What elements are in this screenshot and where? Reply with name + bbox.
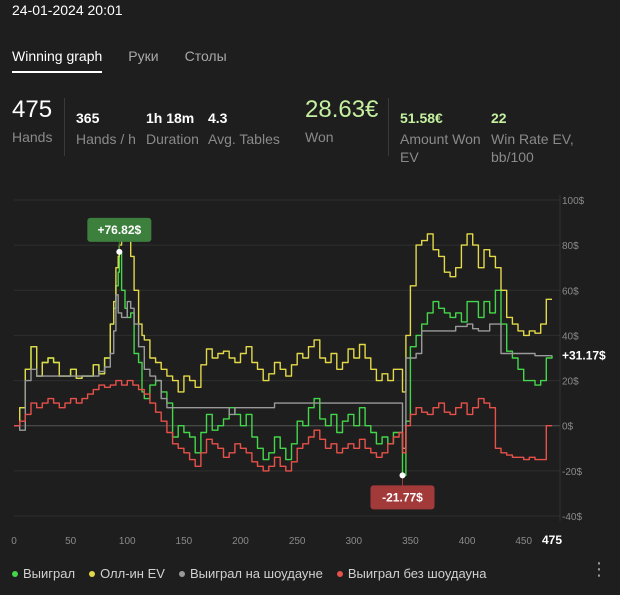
stats-panel: 475 Hands 365 Hands / h 1h 18m Duration … [0,96,620,166]
label-line: Amount Won [400,131,481,147]
stat-amount-won-ev-label: Amount Won EV [400,130,481,166]
x-tick-label: 250 [289,536,306,547]
legend-dot [89,570,96,577]
tab-winning-graph[interactable]: Winning graph [12,48,103,73]
chart-legend: Выиграл Олл-ин EV Выиграл на шоудауне Вы… [12,566,500,581]
stat-win-rate-ev: 22 Win Rate EV, bb/100 [491,110,574,166]
series-line [14,379,552,472]
y-tick-label: -40$ [562,512,582,523]
legend-item-non-showdown[interactable]: Выиграл без шоудауна [336,566,487,581]
legend-item-allin-ev[interactable]: Олл-ин EV [89,566,165,581]
label-line: Win Rate EV, [491,131,574,147]
y-tick-label: 0$ [562,422,574,433]
stat-hands-per-hour-label: Hands / h [76,131,136,147]
legend-label: Выиграл [23,566,76,581]
divider [388,98,389,156]
label-line: EV [400,149,419,165]
label-line: bb/100 [491,149,534,165]
more-vertical-icon[interactable]: ⋮ [590,559,608,579]
legend-dot [12,570,18,577]
annotation-badge [87,217,152,242]
x-tick-label: 50 [65,536,77,547]
stat-hands-value: 475 [12,96,53,123]
x-tick-label: 450 [515,536,532,547]
series-line [14,251,553,477]
annotation-badge [370,485,435,510]
legend-label: Выиграл без шоудауна [347,566,487,581]
stat-avg-tables-label: Avg. Tables [208,131,280,147]
stat-avg-tables: 4.3 Avg. Tables [208,110,280,148]
session-datetime: 24-01-2024 20:01 [12,2,123,18]
stat-won-label: Won [305,129,334,145]
y-tick-label: 80$ [562,241,579,252]
stat-won-value: 28.63€ [305,96,379,123]
annotation-point [116,248,123,255]
x-tick-label: 100 [119,536,136,547]
x-tick-label: 200 [232,536,249,547]
max-value-label: +76.82$ [97,223,141,237]
stat-amount-won-ev: 51.58€ Amount Won EV [400,110,481,166]
end-value-label: +31.17$ [562,348,606,362]
tab-bar: Winning graph Руки Столы [12,48,253,73]
legend-item-showdown[interactable]: Выиграл на шоудауне [178,566,323,581]
legend-dot [178,570,185,577]
x-tick-label: 350 [402,536,419,547]
annotation-point [399,472,406,479]
y-tick-label: 100$ [562,196,585,207]
min-value-label: -21.77$ [382,490,423,504]
y-tick-label: 40$ [562,331,579,342]
tab-hands[interactable]: Руки [128,48,159,64]
stat-hands-per-hour-value: 365 [76,110,100,126]
stat-duration-value: 1h 18m [146,110,195,126]
stat-hands-per-hour: 365 Hands / h [76,110,136,148]
x-tick-label: 0 [11,536,17,547]
stat-duration: 1h 18m Duration [146,110,199,148]
winning-graph-chart[interactable]: 100$ 80$ 60$ 40$ 20$ 0$ -20$ -40$ 0 50 100 150 200 25… [0,180,620,555]
legend-label: Выиграл на шоудауне [189,566,323,581]
stat-win-rate-ev-label: Win Rate EV, bb/100 [491,130,574,166]
x-tick-label: 400 [459,536,476,547]
legend-dot [336,570,343,577]
legend-item-won[interactable]: Выиграл [12,566,75,581]
stat-won: 28.63€ Won [305,96,378,146]
series-line [14,233,552,427]
x-tick-label: 150 [176,536,193,547]
stat-hands-label: Hands [12,129,53,145]
stat-win-rate-ev-value: 22 [491,110,507,126]
divider [64,98,65,156]
stat-amount-won-ev-value: 51.58€ [400,110,443,126]
stat-duration-label: Duration [146,131,199,147]
stat-avg-tables-value: 4.3 [208,110,228,126]
y-tick-label: -20$ [562,467,582,478]
legend-label: Олл-ин EV [100,566,165,581]
tab-tables[interactable]: Столы [184,48,227,64]
x-tick-label: 300 [345,536,362,547]
stat-hands: 475 Hands [12,96,52,146]
x-last-tick-label: 475 [542,533,562,547]
series-line [14,294,552,449]
y-tick-label: 60$ [562,286,579,297]
y-tick-label: 20$ [562,377,579,388]
